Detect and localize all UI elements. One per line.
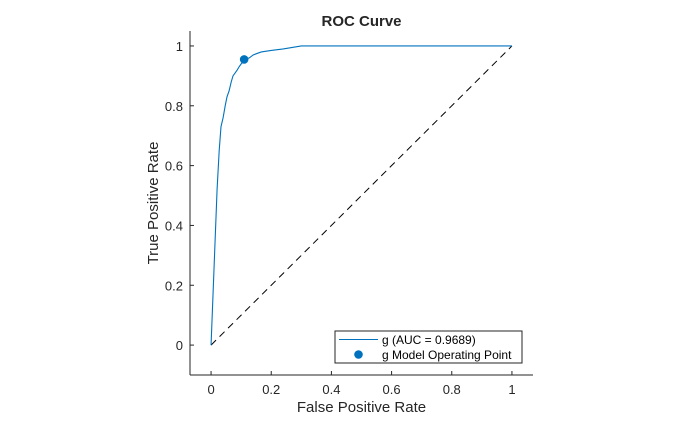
y-tick-label: 0 <box>176 338 183 353</box>
legend-label-roc-curve: g (AUC = 0.9689) <box>382 333 476 347</box>
chart-title: ROC Curve <box>321 13 401 30</box>
y-tick-label: 0.2 <box>165 278 183 293</box>
x-tick-label: 0.8 <box>443 382 461 397</box>
roc-curve-line <box>210 45 512 346</box>
reference-diagonal-line <box>210 45 513 346</box>
legend: g (AUC = 0.9689) g Model Operating Point <box>334 330 523 364</box>
y-tick-label: 0.4 <box>165 218 183 233</box>
x-tick-label: 0.4 <box>322 382 340 397</box>
operating-point-marker <box>239 55 249 64</box>
y-axis-title: True Positive Rate <box>145 142 162 265</box>
x-tick-label: 0 <box>207 382 214 397</box>
legend-label-operating-point: g Model Operating Point <box>382 348 512 362</box>
y-tick-label: 0.8 <box>165 99 183 114</box>
y-tick-label: 1 <box>176 39 183 54</box>
legend-marker-swatch <box>354 350 363 359</box>
x-tick-label: 0.2 <box>262 382 280 397</box>
x-tick-label: 0.6 <box>383 382 401 397</box>
axes: 0 0.2 0.4 0.6 0.8 1 0 0.2 0.4 0.6 0.8 1 <box>165 31 533 397</box>
y-tick-label: 0.6 <box>165 159 183 174</box>
legend-box <box>334 330 523 364</box>
plot-area <box>210 45 513 346</box>
x-axis-title: False Positive Rate <box>297 399 426 416</box>
x-tick-label: 1 <box>508 382 515 397</box>
